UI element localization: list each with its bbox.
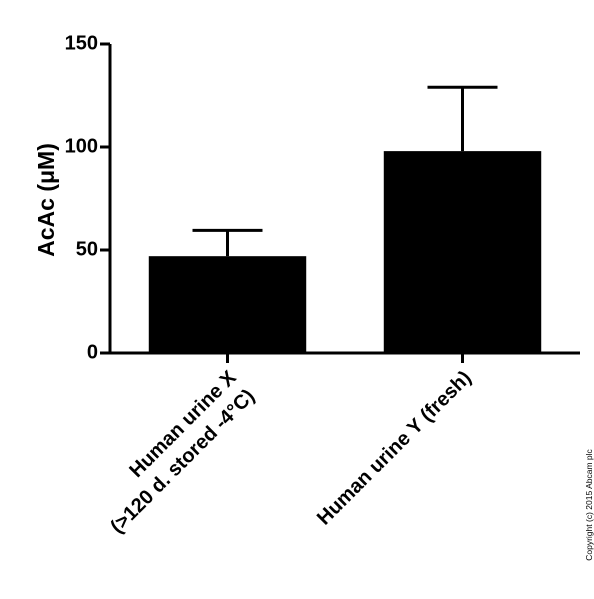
y-tick-label: 100 — [65, 135, 98, 157]
y-tick-label: 0 — [87, 341, 98, 363]
y-axis-label: AcAc (μM) — [33, 143, 59, 257]
copyright: Copyright (c) 2015 Abcam plc — [584, 449, 594, 561]
bar — [148, 256, 307, 353]
y-tick-label: 50 — [76, 238, 98, 260]
x-tick-label: Human urine Y (fresh) — [313, 367, 476, 530]
y-tick-label: 150 — [65, 32, 98, 54]
bar — [383, 151, 542, 353]
